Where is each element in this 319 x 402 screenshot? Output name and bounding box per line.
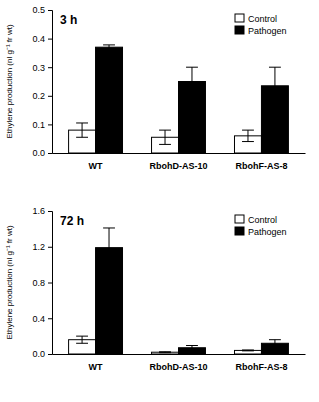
error-bar (103, 228, 115, 267)
bar (152, 352, 179, 354)
title: 3 h (60, 13, 77, 27)
tick-label: RbohD-AS-10 (150, 161, 208, 171)
tick-label: WT (89, 362, 103, 372)
tick: RbohF-AS-8 (235, 354, 287, 372)
axis-title: Ethylene production (nl g⁻¹ fr wt) (5, 225, 14, 339)
tick-label: 1.6 (32, 206, 45, 216)
legend-swatch (235, 215, 244, 223)
bar (234, 350, 261, 354)
legend-swatch (235, 26, 244, 34)
marks (69, 45, 289, 153)
tick: 0.4 (32, 34, 52, 44)
tick: 1.2 (32, 242, 52, 252)
tick: RbohD-AS-10 (150, 354, 208, 372)
chart: 0.0 0.4 0.8 1.2 1.6 WT RbohD-AS-10 RbohF-AS-8 72… (5, 206, 306, 371)
tick-label: 0.3 (32, 63, 45, 73)
tick: WT (89, 354, 103, 372)
legend-label: Pathogen (248, 227, 287, 237)
tick-label: 0.2 (32, 91, 45, 101)
axis-line (53, 153, 306, 154)
error-bar (159, 130, 171, 144)
axis-line (48, 212, 53, 355)
tick-label: 1.2 (32, 242, 45, 252)
tick-mark (48, 354, 52, 355)
plot-area: 0.0 0.4 0.8 1.2 1.6 WT RbohD-AS-10 RbohF-AS-8 72… (32, 206, 305, 371)
error-bar (159, 351, 171, 353)
tick-label: 0.5 (32, 5, 45, 15)
tick: 0.2 (32, 91, 52, 101)
tick: RbohD-AS-10 (150, 153, 208, 171)
tick-label: 0.1 (32, 120, 45, 130)
tick-mark (48, 39, 52, 40)
tick-label: RbohF-AS-8 (235, 161, 287, 171)
tick-mark (48, 67, 52, 68)
x-axis: WT RbohD-AS-10 RbohF-AS-8 (53, 153, 306, 171)
tick: 1.6 (32, 206, 52, 216)
tick-label: RbohD-AS-10 (150, 362, 208, 372)
error-bar (242, 349, 254, 351)
tick-mark (48, 318, 52, 319)
legend-label: Pathogen (248, 26, 287, 36)
tick-label: 0.8 (32, 278, 45, 288)
error-bar (242, 130, 254, 141)
error-bar (269, 67, 281, 104)
bar (96, 47, 123, 153)
tick: 0.8 (32, 278, 52, 288)
tick-mark (48, 153, 52, 154)
tick-mark (48, 211, 52, 212)
tick-label: WT (89, 161, 103, 171)
figure: 0.0 0.1 0.2 0.3 0.4 0.5 WT RbohD-AS-10 RbohF-AS-… (0, 0, 319, 402)
tick: 0.0 (32, 349, 52, 359)
tick: 0.1 (32, 120, 52, 130)
error-bar (269, 340, 281, 347)
tick-mark (48, 96, 52, 97)
tick-label: 0.0 (32, 349, 45, 359)
error-bar (186, 67, 198, 96)
chart: 0.0 0.1 0.2 0.3 0.4 0.5 WT RbohD-AS-10 RbohF-AS-… (5, 5, 306, 170)
legend-swatch (235, 227, 244, 235)
tick: 0.5 (32, 5, 52, 15)
tick-mark (48, 247, 52, 248)
tick-mark (48, 10, 52, 11)
plot-area: 0.0 0.1 0.2 0.3 0.4 0.5 WT RbohD-AS-10 RbohF-AS-… (32, 5, 305, 170)
error-bar (76, 123, 88, 137)
legend-label: Control (248, 215, 277, 225)
tick-mark (48, 124, 52, 125)
axis-line (53, 354, 306, 355)
tick-mark (48, 283, 52, 284)
tick-label: 0.0 (32, 148, 45, 158)
tick-label: 0.4 (32, 34, 45, 44)
tick: WT (89, 153, 103, 171)
error-bar (186, 346, 198, 350)
legend: Control Pathogen (235, 215, 287, 237)
marks (69, 228, 289, 354)
tick-label: 0.4 (32, 314, 45, 324)
tick: RbohF-AS-8 (235, 153, 287, 171)
axis-line (48, 11, 53, 154)
tick-label: RbohF-AS-8 (235, 362, 287, 372)
tick: 0.3 (32, 63, 52, 73)
y-axis: 0.0 0.4 0.8 1.2 1.6 (32, 206, 52, 359)
axis-title: Ethylene production (nl g⁻¹ fr wt) (5, 24, 14, 138)
legend: Control Pathogen (235, 14, 287, 36)
x-axis: WT RbohD-AS-10 RbohF-AS-8 (53, 354, 306, 372)
legend-label: Control (248, 14, 277, 24)
y-axis: 0.0 0.1 0.2 0.3 0.4 0.5 (32, 5, 52, 158)
title: 72 h (60, 214, 84, 228)
legend-swatch (235, 14, 244, 22)
error-bar (103, 45, 115, 50)
tick: 0.0 (32, 148, 52, 158)
error-bar (76, 336, 88, 343)
tick: 0.4 (32, 314, 52, 324)
